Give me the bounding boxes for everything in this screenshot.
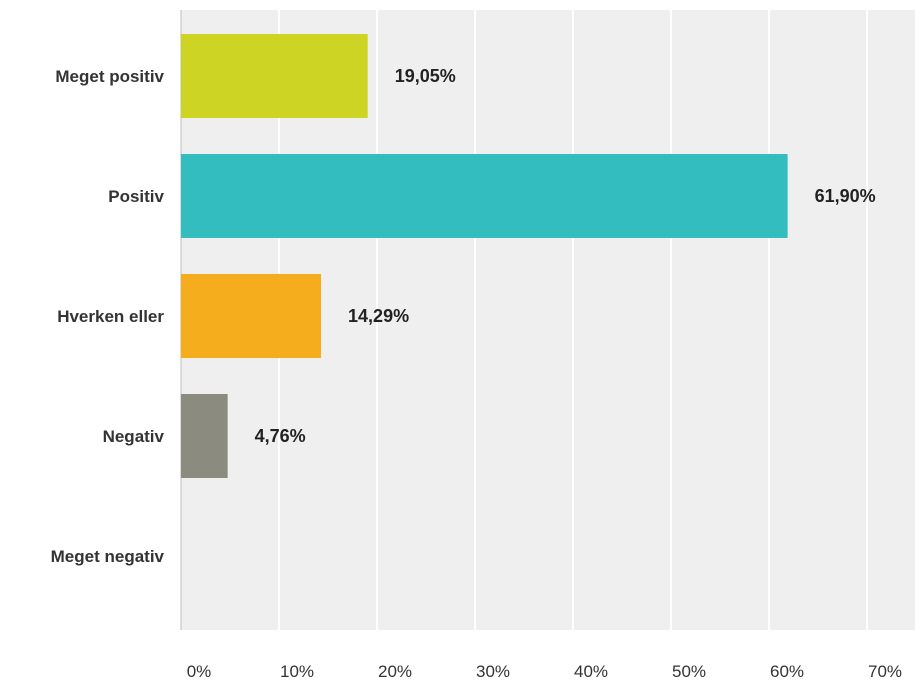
data-label: 14,29% (348, 306, 409, 326)
bars (181, 34, 788, 478)
x-tick-label: 30% (476, 662, 510, 680)
x-tick-label: 50% (672, 662, 706, 680)
bar (181, 394, 228, 478)
data-label: 19,05% (395, 66, 456, 86)
bar (181, 274, 322, 358)
bar (181, 154, 788, 238)
x-tick-label: 70% (868, 662, 902, 680)
category-labels: Meget positiv Positiv Hverken eller Negativ… (51, 67, 165, 566)
category-label: Negativ (103, 427, 165, 446)
data-label: 61,90% (815, 186, 876, 206)
x-tick-label: 40% (574, 662, 608, 680)
x-tick-label: 60% (770, 662, 804, 680)
category-label: Meget negativ (51, 547, 165, 566)
bar (181, 34, 368, 118)
data-label: 4,76% (255, 426, 306, 446)
category-label: Hverken eller (57, 307, 164, 326)
x-tick-label: 20% (378, 662, 412, 680)
x-tick-label: 0% (187, 662, 212, 680)
x-tick-labels: 0% 10% 20% 30% 40% 50% 60% 70% (187, 662, 902, 680)
category-label: Meget positiv (55, 67, 164, 86)
x-tick-label: 10% (280, 662, 314, 680)
category-label: Positiv (108, 187, 164, 206)
data-labels: 19,05% 61,90% 14,29% 4,76% (255, 66, 876, 446)
